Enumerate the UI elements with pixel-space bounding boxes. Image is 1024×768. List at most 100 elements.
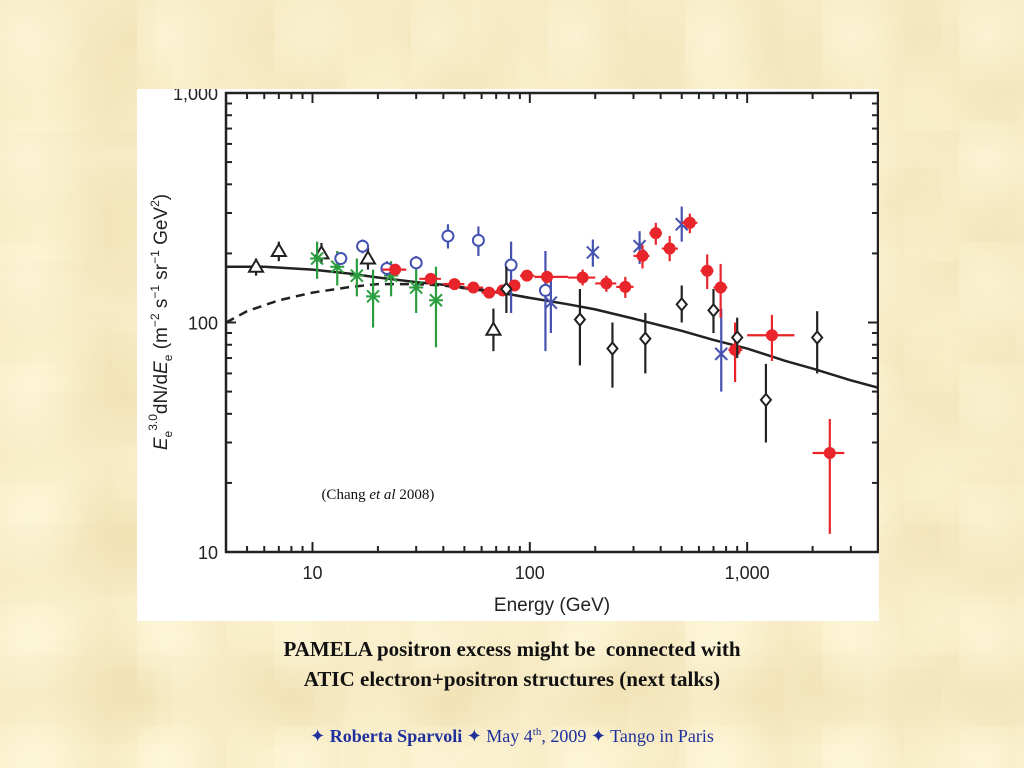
filled-circle-data-point [700, 254, 714, 289]
chart-panel: 10 100 1,000 10 100 1,000 Energy (GeV) Ee3.0d… [137, 89, 879, 621]
filled-circle-data-point [443, 278, 465, 291]
filled-circle-marker [649, 227, 662, 240]
cross-data-point [586, 239, 600, 267]
x-axis-label: Energy (GeV) [494, 595, 610, 616]
filled-circle-marker [541, 270, 554, 283]
triangle-marker [484, 320, 503, 336]
circle-marker [334, 252, 348, 266]
diamond-data-point [810, 311, 824, 374]
diamond-data-point [675, 285, 689, 323]
y-axis-label: Ee3.0dN/dEe (m−2 s−1 sr−1 GeV2) [146, 194, 175, 450]
filled-circle-marker [701, 264, 714, 277]
slide-caption: PAMELA positron excess might be connecte… [0, 634, 1024, 694]
filled-circle-data-point [661, 236, 678, 262]
cross-data-point [714, 308, 728, 392]
filled-circle-data-point [382, 263, 407, 276]
x-tick-label: 1,000 [725, 563, 770, 583]
circle-data-point [504, 241, 518, 314]
triangle-data-point [270, 241, 288, 262]
slide-footer: ✦ Roberta Sparvoli ✦ May 4th, 2009 ✦ Tan… [0, 726, 1024, 747]
cross-data-point [544, 275, 558, 334]
triangle-data-point [247, 257, 265, 276]
x-tick-label: 100 [515, 563, 545, 583]
cross-marker [586, 245, 600, 260]
filled-circle-marker [424, 272, 437, 285]
filled-circle-data-point [595, 275, 617, 292]
star-data-point [409, 263, 424, 314]
circle-data-point [441, 224, 455, 249]
diamond-marker [606, 340, 619, 357]
y-tick-label: 1,000 [173, 89, 218, 104]
filled-circle-marker [448, 278, 461, 291]
diamond-marker [707, 302, 720, 318]
diamond-marker [639, 331, 652, 347]
citation-annotation: (Chang et al 2008) [321, 487, 434, 503]
filled-circle-data-point [681, 213, 698, 234]
diamond-marker [730, 329, 744, 346]
diamond-data-point [573, 288, 587, 366]
filled-circle-data-point [481, 286, 499, 299]
filled-circle-data-point [519, 269, 535, 282]
filled-circle-data-point [633, 244, 650, 269]
triangle-data-point [484, 308, 503, 352]
filled-circle-marker [765, 329, 778, 342]
star-bullet-icon: ✦ [310, 726, 326, 746]
star-data-point [310, 241, 325, 279]
star-marker [428, 293, 443, 307]
filled-circle-data-point [713, 263, 728, 318]
filled-circle-data-point [812, 418, 845, 534]
diamond-marker [573, 311, 587, 328]
y-tick-label: 100 [188, 314, 218, 334]
circle-marker [441, 229, 455, 243]
triangle-marker [359, 249, 377, 265]
circle-marker [356, 239, 370, 253]
star-marker [310, 251, 325, 266]
filled-circle-marker [389, 263, 402, 276]
star-marker [409, 280, 424, 295]
circle-marker [471, 233, 485, 247]
spectrum-chart: 10 100 1,000 10 100 1,000 Energy (GeV) Ee3.0d… [146, 89, 879, 616]
star-bullet-icon: ✦ [590, 726, 606, 746]
circle-marker [504, 258, 518, 272]
filled-circle-marker [636, 249, 649, 262]
filled-circle-data-point [464, 281, 484, 294]
filled-circle-marker [600, 277, 613, 290]
circle-marker [538, 283, 552, 297]
cross-marker [714, 347, 728, 361]
circle-marker [409, 256, 423, 270]
circle-data-point [334, 252, 348, 266]
filled-circle-marker [729, 343, 742, 356]
star-bullet-icon: ✦ [466, 726, 482, 746]
diamond-data-point [606, 322, 619, 388]
caption-line-1: PAMELA positron excess might be connecte… [283, 637, 741, 661]
triangle-marker [270, 241, 288, 257]
circle-data-point [471, 226, 485, 256]
diamond-data-point [500, 266, 513, 314]
star-data-point [366, 269, 381, 328]
diamond-data-point [707, 288, 720, 334]
star-data-point [349, 258, 364, 297]
filled-circle-marker [619, 280, 632, 293]
triangle-data-point [359, 247, 377, 270]
filled-circle-marker [823, 447, 836, 460]
filled-circle-data-point [728, 322, 743, 383]
filled-circle-data-point [649, 222, 662, 245]
diamond-marker [675, 296, 689, 312]
diamond-marker [810, 329, 824, 346]
author-name: Roberta Sparvoli [329, 726, 463, 746]
diamond-marker [500, 281, 513, 297]
caption-line-2: ATIC electron+positron structures (next … [303, 667, 721, 691]
plot-frame [224, 91, 879, 554]
star-marker [349, 268, 364, 283]
filled-circle-marker [714, 281, 727, 294]
filled-circle-data-point [616, 276, 634, 298]
filled-circle-data-point [747, 314, 795, 361]
filled-circle-marker [520, 269, 533, 282]
diamond-data-point [730, 317, 744, 359]
model-curve-solid [226, 265, 878, 389]
filled-circle-marker [467, 281, 480, 294]
filled-circle-data-point [568, 269, 596, 286]
y-tick-label: 10 [198, 543, 218, 563]
filled-circle-marker [683, 216, 696, 229]
filled-circle-marker [663, 242, 676, 255]
